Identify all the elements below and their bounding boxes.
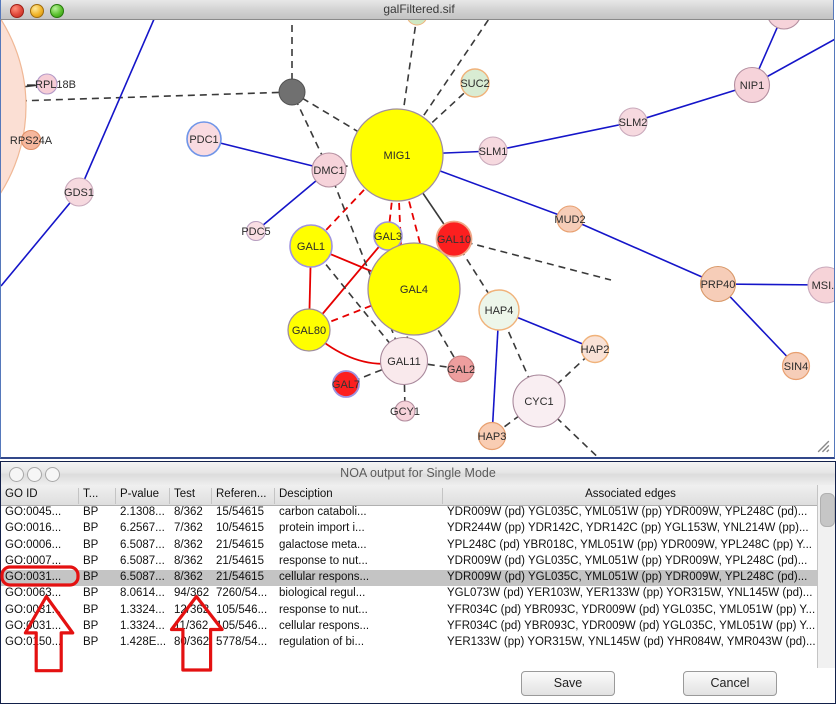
svg-text:SLM1: SLM1 <box>479 146 508 158</box>
svg-text:MUD2: MUD2 <box>554 214 585 226</box>
svg-text:HAP4: HAP4 <box>485 305 514 317</box>
svg-text:GAL2: GAL2 <box>447 364 475 376</box>
svg-text:DMC1: DMC1 <box>313 165 344 177</box>
svg-text:GAL4: GAL4 <box>400 284 428 296</box>
svg-text:GAL11: GAL11 <box>387 356 420 368</box>
svg-text:GCY1: GCY1 <box>390 406 420 418</box>
svg-text:HAP3: HAP3 <box>478 431 507 443</box>
svg-text:RPL18B: RPL18B <box>35 79 76 91</box>
svg-text:SLM2: SLM2 <box>619 117 648 129</box>
svg-text:GAL10: GAL10 <box>437 234 471 246</box>
svg-text:MIG1: MIG1 <box>384 150 411 162</box>
svg-text:GAL80: GAL80 <box>292 325 326 337</box>
svg-text:PDC1: PDC1 <box>189 134 218 146</box>
svg-text:GAL7: GAL7 <box>332 379 360 391</box>
svg-text:PRP40: PRP40 <box>701 279 736 291</box>
svg-text:GAL3: GAL3 <box>374 231 402 243</box>
svg-text:MSI...: MSI... <box>812 280 835 292</box>
svg-text:GDS1: GDS1 <box>64 187 94 199</box>
svg-text:RPS24A: RPS24A <box>10 135 53 147</box>
svg-text:SUC2: SUC2 <box>460 78 489 90</box>
svg-text:SIN4: SIN4 <box>784 361 808 373</box>
svg-text:GAL1: GAL1 <box>297 241 325 253</box>
svg-text:PDC5: PDC5 <box>241 226 270 238</box>
svg-text:CYC1: CYC1 <box>524 396 553 408</box>
svg-text:HAP2: HAP2 <box>581 344 610 356</box>
svg-text:NIP1: NIP1 <box>740 80 764 92</box>
